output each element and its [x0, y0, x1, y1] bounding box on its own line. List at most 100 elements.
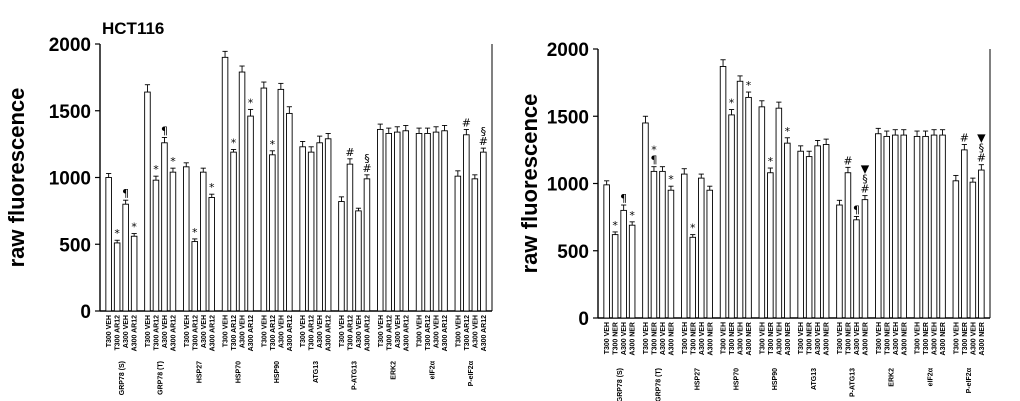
bar [698, 177, 705, 319]
x-tick-label: A300 VEH [854, 322, 861, 355]
x-tick-label: T300 VEH [798, 322, 805, 354]
bar [628, 224, 636, 319]
x-tick-label: T300 VEH [106, 315, 113, 347]
y-tick-label: 1000 [49, 169, 91, 190]
x-tick-label: A300 NER [746, 322, 753, 355]
x-tick-label: A300 VEH [893, 322, 900, 355]
bar [463, 134, 470, 312]
bar [221, 56, 229, 312]
bar [659, 170, 666, 319]
y-tick-label: 500 [557, 242, 589, 263]
x-tick-label: A300 VEH [660, 322, 667, 355]
group-label: ERK2 [391, 361, 398, 380]
significance-label: # [843, 154, 852, 167]
group-label: eIF2α [429, 360, 436, 379]
bar [861, 199, 869, 319]
group-label: P-ATG13 [352, 361, 359, 390]
x-tick-label: T300 VEH [721, 322, 728, 354]
bar [247, 115, 254, 312]
y-tick-label: 0 [578, 309, 589, 330]
bar [642, 122, 649, 319]
bar [432, 131, 440, 312]
significance-label: * [170, 155, 176, 168]
significance-label: * [153, 163, 159, 176]
group-label: P-eIF2α [966, 367, 973, 393]
x-tick-label: T300 VEH [184, 315, 191, 347]
x-tick-label: T300 AR12 [153, 315, 160, 351]
group-label: eIF2α [927, 367, 934, 386]
bar [978, 169, 985, 319]
x-tick-label: A300 VEH [317, 315, 324, 348]
bar [191, 241, 198, 312]
bar [767, 172, 774, 319]
x-tick-label: T300 VEH [378, 315, 385, 347]
bar [745, 96, 752, 319]
bar [286, 112, 293, 312]
significance-label: § # [479, 125, 488, 148]
bar [969, 181, 977, 319]
x-tick-label: A300 VEH [970, 322, 977, 355]
bar [152, 179, 160, 312]
bar [728, 114, 735, 319]
chart-panel-ner: raw fluorescence 0 500 1000 1500 2000 T300 VEH… [517, 40, 991, 401]
significance-label: * [768, 155, 774, 168]
x-tick-label: T300 VEH [759, 322, 766, 354]
bar [822, 144, 830, 319]
x-tick-label: T300 VEH [300, 315, 307, 347]
bar [208, 197, 215, 312]
bar [875, 133, 882, 319]
bar [689, 236, 697, 319]
bar [402, 130, 410, 312]
x-tick-label: A300 NER [785, 322, 792, 355]
bar [930, 134, 938, 319]
bar [797, 150, 804, 319]
bar [939, 134, 946, 319]
significance-label: * [231, 136, 237, 149]
bar [199, 171, 207, 312]
significance-label: # [462, 116, 471, 129]
significance-label: * [248, 96, 254, 109]
x-tick-label: A300 AR12 [364, 315, 371, 351]
bar [260, 87, 268, 312]
group-label: HSP90 [772, 368, 779, 390]
bar [182, 166, 190, 312]
x-tick-label: A300 VEH [356, 315, 363, 348]
x-tick-label: A300 AR12 [442, 315, 449, 351]
group-label: HSP27 [695, 368, 702, 390]
x-tick-label: A300 VEH [932, 322, 939, 355]
group-label: GRP78 (T) [158, 361, 165, 395]
x-tick-label: A300 VEH [201, 315, 208, 348]
bar [316, 142, 323, 312]
x-tick-label: A300 AR12 [481, 315, 488, 351]
x-tick-label: T300 AR12 [270, 315, 277, 351]
x-tick-label: T300 VEH [876, 322, 883, 354]
significance-label: ¶ [122, 187, 129, 200]
x-tick-label: A300 VEH [815, 322, 822, 355]
bar [363, 178, 371, 312]
x-tick-label: T300 VEH [261, 315, 268, 347]
bar [836, 204, 843, 319]
x-tick-label: T300 VEH [643, 322, 650, 354]
y-axis-title: raw fluorescence [517, 94, 542, 274]
chart-panel-ar12: HCT116 raw fluorescence 0 500 1000 1500 2000 T3… [4, 19, 493, 395]
bar [952, 180, 960, 319]
x-tick-label: A300 AR12 [403, 315, 410, 351]
x-tick-label: T300 NER [807, 322, 814, 355]
x-tick-label: A300 VEH [738, 322, 745, 355]
bar [913, 135, 921, 319]
x-tick-label: A300 NER [901, 322, 908, 355]
group-label: ATG13 [313, 361, 320, 383]
significance-label: * [131, 221, 137, 234]
x-tick-label: T300 AR12 [231, 315, 238, 351]
x-tick-label: T300 AR12 [425, 315, 432, 351]
significance-label: § # [362, 152, 371, 175]
y-tick-label: 500 [59, 235, 91, 256]
bar [844, 172, 852, 319]
x-tick-label: A300 VEH [699, 322, 706, 355]
x-tick-label: A300 AR12 [132, 315, 139, 351]
y-tick-label: 1500 [547, 107, 589, 128]
bar [169, 171, 177, 312]
x-tick-label: T300 NER [690, 322, 697, 355]
bar [144, 91, 151, 312]
